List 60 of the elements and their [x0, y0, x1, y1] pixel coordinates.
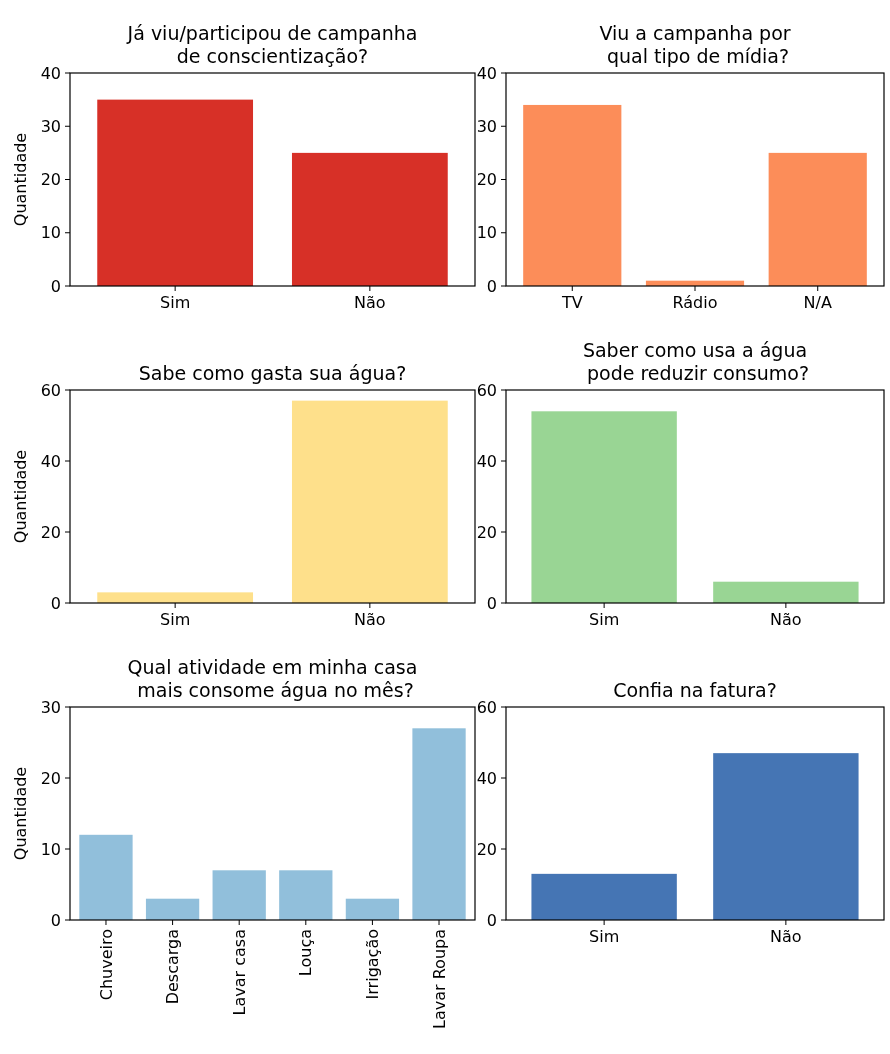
x-tick-label: Lavar casa — [229, 929, 249, 1016]
bar — [212, 870, 266, 920]
bar — [279, 870, 333, 920]
x-tick-label: Sim — [160, 293, 191, 312]
y-tick-label: 40 — [476, 63, 497, 83]
x-tick-label: Sim — [589, 927, 620, 946]
x-tick-label: TV — [560, 293, 583, 312]
y-tick-label: 0 — [486, 276, 497, 296]
chart-title: Viu a campanha por qual tipo de mídia? — [599, 22, 791, 67]
x-tick-label: Não — [770, 610, 802, 629]
y-tick-label: 10 — [476, 223, 497, 243]
y-tick-label: 20 — [40, 170, 61, 190]
x-tick-label: Descarga — [163, 929, 183, 1005]
x-tick-label: Irrigação — [363, 929, 383, 1000]
y-tick-label: 20 — [40, 522, 61, 542]
x-tick-label: Não — [354, 293, 386, 312]
chart-title: Confia na fatura? — [613, 679, 777, 701]
y-tick-label: 60 — [40, 380, 61, 400]
y-tick-label: 40 — [476, 768, 497, 788]
x-tick-label: Sim — [589, 610, 620, 629]
y-tick-label: 0 — [486, 910, 497, 930]
bar — [345, 898, 400, 920]
y-tick-label: 60 — [476, 380, 497, 400]
x-tick-label: Não — [770, 927, 802, 946]
y-tick-label: 10 — [40, 223, 61, 243]
y-tick-label: 0 — [50, 910, 61, 930]
y-tick-label: 40 — [476, 451, 497, 471]
y-tick-label: 30 — [40, 116, 61, 136]
y-tick-label: 20 — [476, 522, 497, 542]
x-tick-label: Sim — [160, 610, 191, 629]
y-tick-label: 30 — [40, 697, 61, 717]
bar — [523, 104, 622, 286]
y-tick-label: 0 — [50, 593, 61, 613]
y-tick-label: 20 — [40, 768, 61, 788]
y-tick-label: 30 — [476, 116, 497, 136]
x-tick-label: N/A — [803, 293, 832, 312]
chart-title: Saber como usa a água pode reduzir consumo? — [580, 339, 810, 384]
bar — [412, 728, 466, 920]
y-tick-label: 0 — [50, 276, 61, 296]
bar — [145, 898, 200, 920]
x-tick-label: Rádio — [672, 293, 718, 312]
x-tick-label: Não — [354, 610, 386, 629]
chart-title: Já viu/participou de campanha de conscientização? — [126, 22, 418, 67]
y-axis-title: Quantidade — [11, 766, 30, 861]
y-axis-title: Quantidade — [11, 449, 30, 544]
y-tick-label: 60 — [476, 697, 497, 717]
y-axis-title: Quantidade — [11, 132, 30, 227]
bar — [79, 834, 133, 920]
y-tick-label: 10 — [40, 839, 61, 859]
y-tick-label: 0 — [486, 593, 497, 613]
y-tick-label: 40 — [40, 63, 61, 83]
y-tick-label: 20 — [476, 839, 497, 859]
chart-title: Qual atividade em minha casa mais consome água no mês? — [127, 656, 418, 701]
bar — [768, 152, 867, 286]
x-tick-label: Lavar Roupa — [429, 929, 449, 1029]
y-tick-label: 20 — [476, 170, 497, 190]
y-tick-label: 40 — [40, 451, 61, 471]
x-tick-label: Louça — [296, 929, 316, 977]
chart-title: Sabe como gasta sua água? — [138, 362, 407, 384]
x-tick-label: Chuveiro — [96, 929, 116, 1001]
